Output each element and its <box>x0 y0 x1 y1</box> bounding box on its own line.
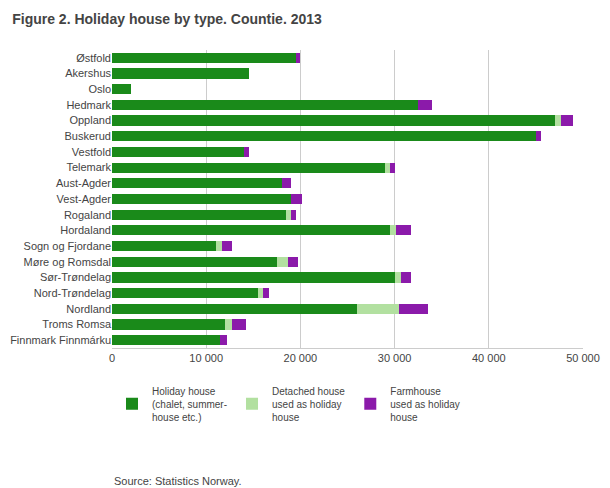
svg-text:Sogn og Fjordane: Sogn og Fjordane <box>24 240 111 252</box>
svg-text:Detached houseused as holidayh: Detached houseused as holidayhouse <box>272 386 345 423</box>
svg-text:Hordaland: Hordaland <box>60 224 111 236</box>
svg-text:Hedmark: Hedmark <box>66 99 111 111</box>
svg-text:Farmhouseused as holidayhouse: Farmhouseused as holidayhouse <box>390 386 460 423</box>
svg-text:0: 0 <box>109 352 115 364</box>
svg-text:50 000: 50 000 <box>566 352 600 364</box>
svg-text:30 000: 30 000 <box>378 352 412 364</box>
svg-text:Source: Statistics Norway.: Source: Statistics Norway. <box>114 475 242 487</box>
svg-text:Oslo: Oslo <box>88 83 111 95</box>
svg-text:Finnmark Finnmárku: Finnmark Finnmárku <box>10 334 111 346</box>
svg-text:Nord-Trøndelag: Nord-Trøndelag <box>34 287 111 299</box>
svg-text:20 000: 20 000 <box>284 352 318 364</box>
svg-text:Nordland: Nordland <box>66 303 111 315</box>
svg-text:Telemark: Telemark <box>66 161 111 173</box>
svg-text:Østfold: Østfold <box>76 52 111 64</box>
svg-text:Troms Romsa: Troms Romsa <box>42 318 112 330</box>
svg-text:Aust-Agder: Aust-Agder <box>56 177 111 189</box>
svg-text:Buskerud: Buskerud <box>65 130 111 142</box>
svg-text:Vestfold: Vestfold <box>72 146 111 158</box>
svg-text:Oppland: Oppland <box>69 114 111 126</box>
svg-text:Rogaland: Rogaland <box>64 209 111 221</box>
svg-text:40 000: 40 000 <box>472 352 506 364</box>
svg-text:Figure 2. Holiday house by typ: Figure 2. Holiday house by type. Countie… <box>12 11 322 27</box>
svg-text:Møre og Romsdal: Møre og Romsdal <box>24 256 111 268</box>
svg-text:Sør-Trøndelag: Sør-Trøndelag <box>40 271 111 283</box>
svg-text:Holiday house(chalet, summer-h: Holiday house(chalet, summer-house etc.) <box>152 386 227 423</box>
svg-text:Vest-Agder: Vest-Agder <box>57 193 112 205</box>
svg-text:10 000: 10 000 <box>189 352 223 364</box>
svg-text:Akershus: Akershus <box>65 67 111 79</box>
